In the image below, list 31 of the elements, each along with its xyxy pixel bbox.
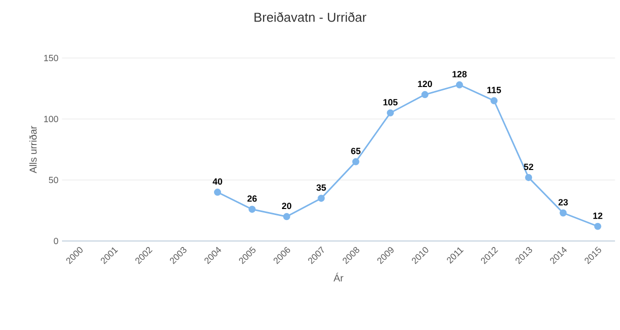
y-axis-title: Alls urriðar	[29, 126, 37, 174]
data-label: 12	[593, 212, 602, 219]
data-label: 23	[558, 199, 568, 206]
y-tick-label: 150	[44, 54, 58, 62]
data-label: 120	[418, 80, 432, 88]
data-label: 65	[351, 148, 361, 154]
point	[386, 109, 394, 116]
point	[421, 91, 428, 98]
chart-title: Breiðavatn - Urriðar	[254, 12, 366, 22]
data-label: 115	[487, 86, 502, 94]
point	[352, 158, 360, 166]
data-label: 128	[452, 70, 467, 78]
data-label: 105	[383, 99, 398, 106]
point	[248, 206, 256, 213]
data-label: 20	[282, 202, 292, 210]
point	[214, 188, 222, 196]
data-label: 26	[247, 195, 257, 202]
point	[456, 81, 464, 88]
data-label: 35	[316, 184, 326, 191]
y-tick-label: 50	[48, 176, 58, 184]
point	[560, 209, 567, 216]
point	[525, 174, 532, 182]
point	[318, 194, 325, 202]
point	[283, 213, 290, 220]
x-axis-title: Ár	[334, 272, 344, 282]
data-label: 52	[524, 164, 534, 170]
data-label: 40	[212, 178, 222, 185]
point	[594, 222, 602, 230]
point	[490, 97, 498, 104]
y-tick-label: 0	[54, 238, 58, 244]
y-tick-label: 100	[44, 116, 58, 122]
